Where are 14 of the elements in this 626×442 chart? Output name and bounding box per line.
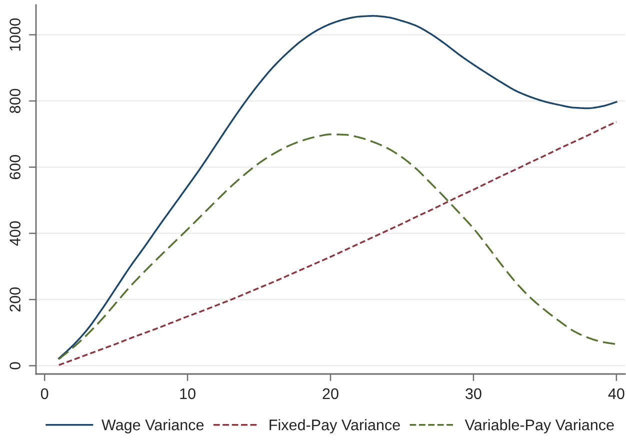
x-tick-label: 0	[40, 388, 48, 400]
y-tick-label: 600	[10, 155, 20, 180]
x-tick-label: 30	[466, 388, 482, 400]
legend-label: Wage Variance	[102, 419, 204, 434]
y-tick-label: 800	[10, 88, 20, 114]
y-tick-label: 400	[10, 221, 20, 246]
x-tick-label: 40	[608, 388, 624, 400]
y-tick-label: 0	[10, 362, 20, 370]
x-tick-label: 20	[322, 388, 338, 400]
y-tick-label: 1000	[10, 18, 20, 51]
y-tick-label: 200	[10, 287, 20, 312]
x-tick-label: 10	[180, 388, 196, 400]
legend-label: Fixed-Pay Variance	[270, 419, 400, 434]
legend-label: Variable-Pay Variance	[464, 419, 614, 434]
